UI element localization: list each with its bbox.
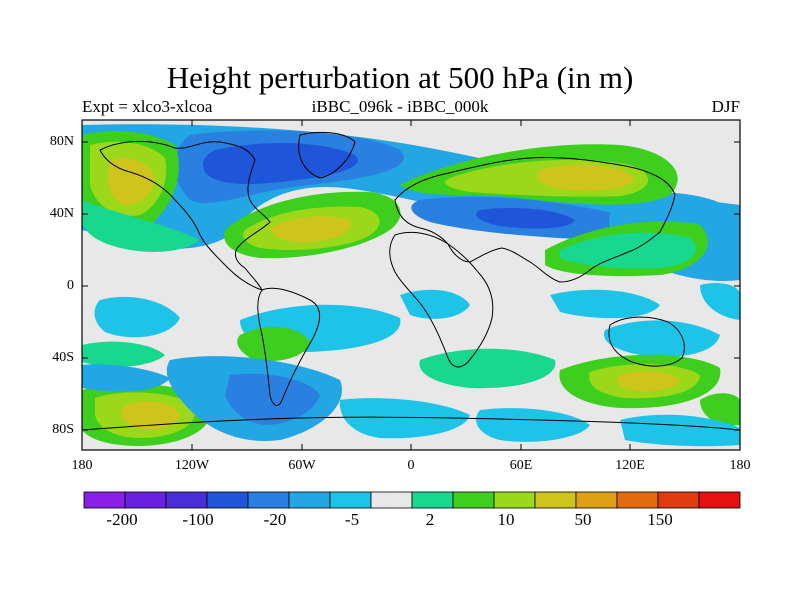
trop-cyan-1 xyxy=(94,296,180,338)
alaska-olive xyxy=(108,158,155,205)
eurasia-coast xyxy=(394,156,676,283)
lat-label: 40S xyxy=(52,350,74,365)
colorbar-swatch xyxy=(206,491,249,509)
trop-cyan-4 xyxy=(550,289,660,319)
colorbar-label: -5 xyxy=(344,510,360,529)
africa-coast xyxy=(389,231,494,368)
trop-cyan-6 xyxy=(700,283,740,320)
lat-label: 0 xyxy=(67,278,74,293)
axis-ticks xyxy=(81,120,741,450)
contour-fields xyxy=(82,124,740,447)
coastlines xyxy=(82,131,740,431)
south-america-coast xyxy=(257,287,321,406)
sh-green-6 xyxy=(700,393,740,426)
sh-green-1 xyxy=(237,326,310,362)
lon-label: 120E xyxy=(615,458,645,473)
atlantic-seagreen xyxy=(82,200,200,252)
sh-green-2 xyxy=(419,348,556,389)
colorbar-swatch xyxy=(247,491,290,509)
greenland-coast xyxy=(298,131,356,179)
lon-label: 120W xyxy=(174,458,210,473)
lat-label: 80N xyxy=(49,134,74,149)
antarctica-coast xyxy=(82,416,740,431)
lon-label: 180 xyxy=(729,458,751,473)
lon-label: 0 xyxy=(407,458,415,473)
season-label: DJF xyxy=(711,97,740,116)
colorbar-swatch xyxy=(288,491,331,509)
colorbar-swatch xyxy=(534,491,577,509)
colorbar-swatch xyxy=(616,491,659,509)
nh-darkblue-core-2 xyxy=(476,208,575,229)
plot-title: Height perturbation at 500 hPa (in m) xyxy=(166,60,634,95)
colorbar-label: 10 xyxy=(497,510,515,529)
colorbar xyxy=(83,491,741,509)
colorbar-swatch xyxy=(165,491,208,509)
wpac-seagreen xyxy=(560,232,696,269)
atlantic-olive xyxy=(270,216,351,243)
lat-label: 80S xyxy=(52,422,74,437)
colorbar-label: -100 xyxy=(182,510,214,529)
sh-neg-1-core xyxy=(225,373,320,425)
nh-darkblue-core-1 xyxy=(203,143,358,185)
sh-neg-4 xyxy=(620,414,740,447)
lon-label: 180 xyxy=(71,458,93,473)
trop-cyan-5 xyxy=(604,320,720,357)
trop-cyan-3 xyxy=(400,289,470,319)
colorbar-label: 150 xyxy=(647,510,673,529)
colorbar-swatch xyxy=(83,491,126,509)
north-america-coast xyxy=(99,140,271,291)
colorbar-swatch xyxy=(493,491,536,509)
experiment-label: Expt = xlco3-xlcoa xyxy=(82,97,213,116)
sh-seagreen-5 xyxy=(82,341,165,367)
australia-coast xyxy=(608,316,685,367)
colorbar-swatch xyxy=(698,491,741,509)
lon-label: 60W xyxy=(288,458,316,473)
sh-neg-5 xyxy=(82,364,170,392)
sh-olive-3 xyxy=(616,371,680,392)
colorbar-label: -20 xyxy=(263,510,287,529)
colorbar-swatch xyxy=(370,491,413,509)
colorbar-swatch xyxy=(124,491,167,509)
lon-label: 60E xyxy=(509,458,533,473)
difference-label: iBBC_096k - iBBC_000k xyxy=(311,97,489,116)
colorbar-swatch xyxy=(329,491,372,509)
colorbar-label: 50 xyxy=(574,510,592,529)
colorbar-swatch xyxy=(657,491,700,509)
sh-neg-3 xyxy=(476,408,590,442)
sh-olive-4 xyxy=(121,401,180,430)
colorbar-label: -200 xyxy=(106,510,138,529)
colorbar-swatch xyxy=(411,491,454,509)
sh-neg-2 xyxy=(339,398,470,439)
colorbar-swatch xyxy=(575,491,618,509)
siberia-olive xyxy=(536,164,635,191)
lat-label: 40N xyxy=(49,206,74,221)
colorbar-label: 2 xyxy=(425,510,435,529)
colorbar-swatch xyxy=(452,491,495,509)
